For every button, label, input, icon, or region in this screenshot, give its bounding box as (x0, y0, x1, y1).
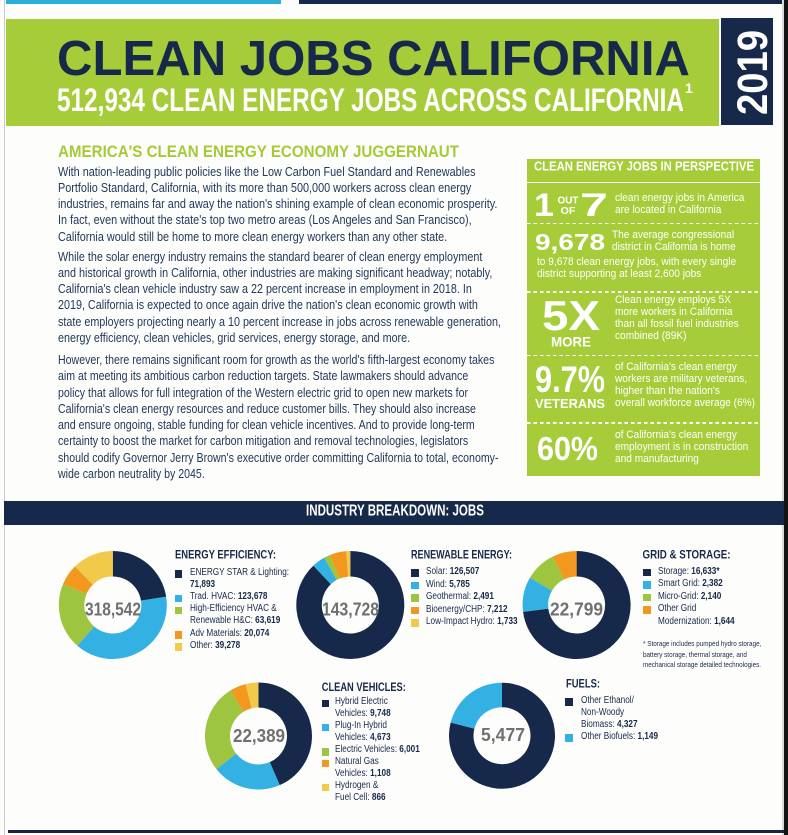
svg-text:22,799: 22,799 (550, 599, 603, 620)
svg-text:143,728: 143,728 (322, 599, 379, 620)
svg-text:512,934 CLEAN ENERGY JOBS ACRO: 512,934 CLEAN ENERGY JOBS ACROSS CALIFOR… (57, 82, 684, 118)
svg-text:OUT: OUT (558, 195, 580, 207)
svg-text:9.7%: 9.7% (535, 359, 605, 400)
svg-text:5,477: 5,477 (481, 724, 525, 745)
svg-text:ENERGY EFFICIENCY:: ENERGY EFFICIENCY: (175, 547, 276, 561)
svg-text:RENEWABLE ENERGY:: RENEWABLE ENERGY: (411, 547, 512, 561)
svg-text:CLEAN VEHICLES:: CLEAN VEHICLES: (322, 680, 406, 694)
svg-text:7: 7 (580, 187, 608, 223)
svg-text:INDUSTRY BREAKDOWN: JOBS: INDUSTRY BREAKDOWN: JOBS (306, 503, 484, 520)
svg-text:CLEAN JOBS CALIFORNIA: CLEAN JOBS CALIFORNIA (57, 31, 690, 86)
svg-text:22,389: 22,389 (233, 725, 285, 746)
svg-text:GRID & STORAGE:: GRID & STORAGE: (643, 547, 731, 561)
svg-text:5X: 5X (542, 292, 600, 339)
svg-text:318,542: 318,542 (85, 599, 141, 620)
svg-text:MORE: MORE (551, 334, 591, 350)
svg-text:1: 1 (534, 187, 554, 223)
svg-text:AMERICA'S CLEAN ENERGY ECONOMY: AMERICA'S CLEAN ENERGY ECONOMY JUGGERNAU… (58, 142, 460, 161)
svg-text:CLEAN ENERGY JOBS IN PERSPECTI: CLEAN ENERGY JOBS IN PERSPECTIVE (534, 159, 754, 174)
svg-text:2019: 2019 (729, 30, 777, 115)
svg-text:VETERANS: VETERANS (535, 396, 605, 411)
svg-text:OF: OF (561, 205, 577, 217)
svg-text:1: 1 (685, 80, 693, 96)
svg-text:60%: 60% (537, 430, 598, 467)
svg-text:9,678: 9,678 (535, 229, 605, 255)
svg-text:FUELS:: FUELS: (566, 677, 600, 691)
